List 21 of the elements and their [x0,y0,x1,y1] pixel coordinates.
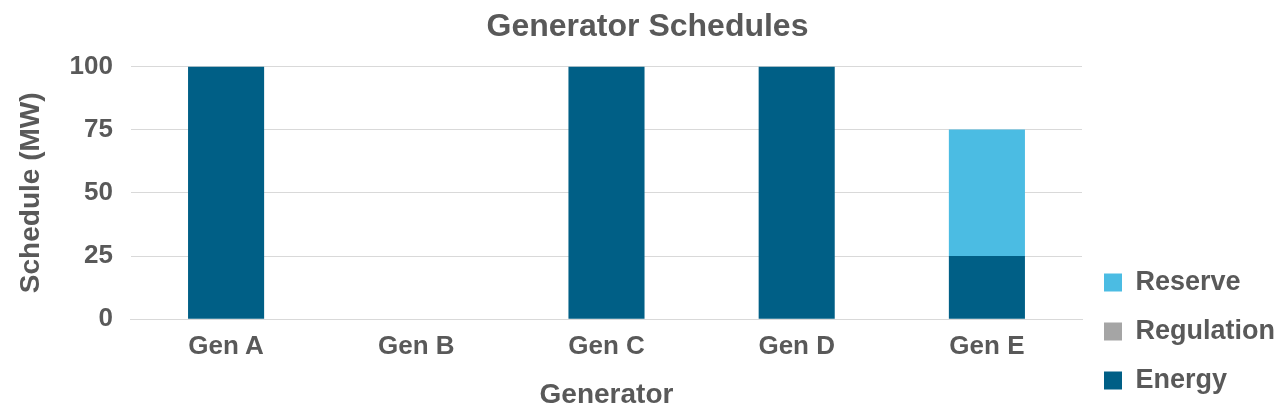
y-tick-label: 50 [84,175,113,206]
x-tick-label: Gen D [758,329,835,360]
x-tick-label: Gen E [949,329,1025,360]
y-axis-title: Schedule (MW) [13,92,45,294]
y-tick-label: 0 [98,302,113,333]
y-tick-label: 75 [84,112,113,143]
bar [568,66,645,319]
y-tick-label: 100 [69,49,113,80]
legend-label: Reserve [1135,265,1241,296]
bar [948,129,1025,256]
chart-title: Generator Schedules [486,7,809,44]
x-tick-label: Gen C [568,329,645,360]
x-axis-title: Generator [539,377,674,409]
bar [188,66,265,319]
legend-label: Energy [1135,363,1228,394]
legend-label: Regulation [1135,314,1275,345]
x-tick-label: Gen B [378,329,455,360]
y-tick-label: 25 [84,239,113,270]
bar [758,66,835,319]
bar [948,256,1025,319]
x-tick-label: Gen A [188,329,265,360]
